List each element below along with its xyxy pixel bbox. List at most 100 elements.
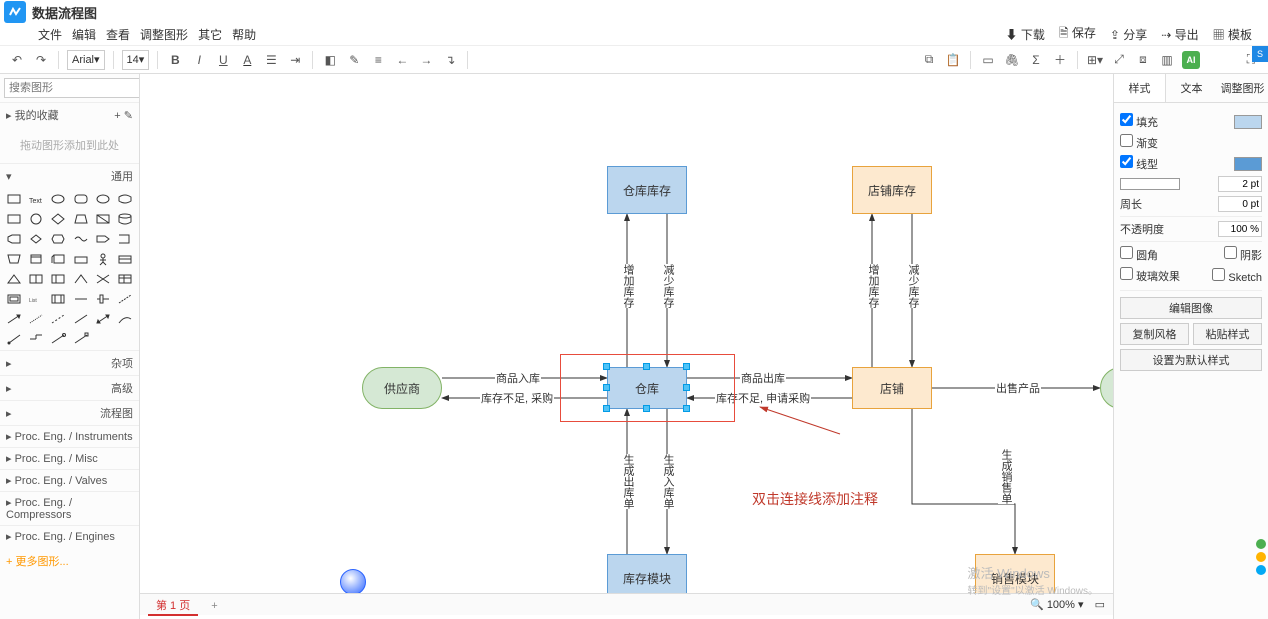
line-color-button[interactable]: ✎ (345, 51, 363, 69)
shape-item[interactable] (70, 290, 90, 308)
shape-item[interactable] (93, 190, 113, 208)
action-分享[interactable]: ⇪ 分享 (1110, 24, 1147, 45)
paste-style-button[interactable]: 粘贴样式 (1193, 323, 1262, 345)
flowchart-header[interactable]: ▸ 流程图 (0, 400, 139, 425)
waypoint-button[interactable]: ↴ (441, 51, 459, 69)
shape-item[interactable] (4, 290, 24, 308)
action-导出[interactable]: ⇢ 导出 (1161, 24, 1198, 45)
paste-button[interactable]: 📋 (944, 51, 962, 69)
set-default-button[interactable]: 设置为默认样式 (1120, 349, 1262, 371)
shape-item[interactable] (115, 230, 135, 248)
canvas[interactable]: 增加库存减少库存增加库存减少库存商品入库库存不足, 采购商品出库库存不足, 申请… (140, 74, 1113, 619)
category-item[interactable]: ▸ Proc. Eng. / Engines (0, 525, 139, 547)
edge-label[interactable]: 商品出库 (740, 370, 786, 386)
shape-item[interactable] (70, 250, 90, 268)
category-item[interactable]: ▸ Proc. Eng. / Valves (0, 469, 139, 491)
node-n_wh_stock[interactable]: 仓库库存 (607, 166, 687, 214)
right-tab-1[interactable]: 文本 (1166, 74, 1217, 102)
search-input[interactable] (4, 78, 140, 98)
shape-item[interactable]: List (26, 290, 46, 308)
more-shapes-link[interactable]: + 更多图形... (0, 547, 139, 575)
link-button[interactable]: 🖇 (1003, 51, 1021, 69)
align-button[interactable]: ☰ (262, 51, 280, 69)
copy-style-button[interactable]: 复制风格 (1120, 323, 1189, 345)
line-width-input[interactable] (1218, 176, 1262, 192)
right-tab-0[interactable]: 样式 (1114, 74, 1166, 102)
fill-checkbox[interactable]: 填充 (1120, 113, 1158, 130)
shape-item[interactable] (48, 230, 68, 248)
selection-handle[interactable] (603, 405, 610, 412)
bold-button[interactable]: B (166, 51, 184, 69)
edit-image-button[interactable]: 编辑图像 (1120, 297, 1262, 319)
shape-item[interactable] (26, 230, 46, 248)
glass-checkbox[interactable]: 玻璃效果 (1120, 267, 1180, 284)
perimeter-input[interactable] (1218, 196, 1262, 212)
shape-item[interactable] (93, 250, 113, 268)
line-style-button[interactable]: ≡ (369, 51, 387, 69)
layout-button[interactable]: ▥ (1158, 51, 1176, 69)
line-style-picker[interactable] (1120, 178, 1180, 190)
shape-item[interactable] (93, 310, 113, 328)
shape-item[interactable] (48, 330, 68, 348)
menu-文件[interactable]: 文件 (38, 26, 62, 43)
action-模板[interactable]: ▦ 模板 (1213, 24, 1252, 45)
arrow-end-button[interactable]: → (417, 51, 435, 69)
shape-palette[interactable]: Text List (0, 188, 139, 350)
favorites-header[interactable]: ▸ 我的收藏+ ✎ (0, 102, 139, 127)
shape-button[interactable]: ▭ (979, 51, 997, 69)
edge-label[interactable]: 增加库存 (620, 264, 636, 308)
menu-查看[interactable]: 查看 (106, 26, 130, 43)
advanced-header[interactable]: ▸ 高级 (0, 375, 139, 400)
menu-其它[interactable]: 其它 (198, 26, 222, 43)
shape-item[interactable] (48, 190, 68, 208)
group-button[interactable]: ⧈ (1134, 51, 1152, 69)
edge-label[interactable]: 生成入库单 (660, 454, 676, 509)
shape-item[interactable] (70, 270, 90, 288)
edge-label[interactable]: 减少库存 (905, 264, 921, 308)
edge-label[interactable]: 减少库存 (660, 264, 676, 308)
font-color-button[interactable]: A (238, 51, 256, 69)
outline-toggle[interactable]: ▭ (1095, 599, 1105, 611)
right-tab-2[interactable]: 调整图形 (1217, 74, 1268, 102)
shape-item[interactable] (4, 190, 24, 208)
table-button[interactable]: ⊞▾ (1086, 51, 1104, 69)
shape-item[interactable] (4, 210, 24, 228)
shape-item[interactable]: Text (26, 190, 46, 208)
edge-label[interactable]: 商品入库 (495, 370, 541, 386)
page-tab[interactable]: 第 1 页 (148, 598, 198, 616)
edge-label[interactable]: 生成出库单 (620, 454, 636, 509)
shape-item[interactable] (115, 210, 135, 228)
undo-button[interactable]: ↶ (8, 51, 26, 69)
shape-item[interactable] (26, 270, 46, 288)
shape-item[interactable] (4, 230, 24, 248)
category-item[interactable]: ▸ Proc. Eng. / Compressors (0, 491, 139, 525)
selection-handle[interactable] (643, 405, 650, 412)
shape-item[interactable] (115, 290, 135, 308)
edge-label[interactable]: 生成销售单 (998, 449, 1014, 504)
action-下载[interactable]: ⬇ 下载 (1006, 24, 1045, 45)
selection-handle[interactable] (683, 405, 690, 412)
shape-item[interactable] (70, 330, 90, 348)
italic-button[interactable]: I (190, 51, 208, 69)
fontsize-select[interactable]: 14 ▾ (122, 50, 150, 70)
shape-item[interactable] (115, 270, 135, 288)
shape-item[interactable] (115, 310, 135, 328)
line-swatch[interactable] (1234, 157, 1262, 171)
zoom-select[interactable]: 🔍 100% ▾ (1030, 599, 1083, 611)
shape-item[interactable] (48, 250, 68, 268)
shape-item[interactable] (93, 210, 113, 228)
node-n_shop[interactable]: 店铺 (852, 367, 932, 409)
sigma-button[interactable]: Σ (1027, 51, 1045, 69)
shadow-checkbox[interactable]: 阴影 (1224, 246, 1262, 263)
menu-帮助[interactable]: 帮助 (232, 26, 256, 43)
selection-handle[interactable] (683, 363, 690, 370)
node-n_supplier[interactable]: 供应商 (362, 367, 442, 409)
corner-badge[interactable]: S (1252, 46, 1268, 62)
copy-button[interactable]: ⧉ (920, 51, 938, 69)
spacing-button[interactable]: ⇥ (286, 51, 304, 69)
shape-item[interactable] (4, 310, 24, 328)
node-n_shop_stock[interactable]: 店铺库存 (852, 166, 932, 214)
shape-item[interactable] (115, 190, 135, 208)
shape-item[interactable] (93, 230, 113, 248)
general-header[interactable]: ▾ 通用 (0, 163, 139, 188)
